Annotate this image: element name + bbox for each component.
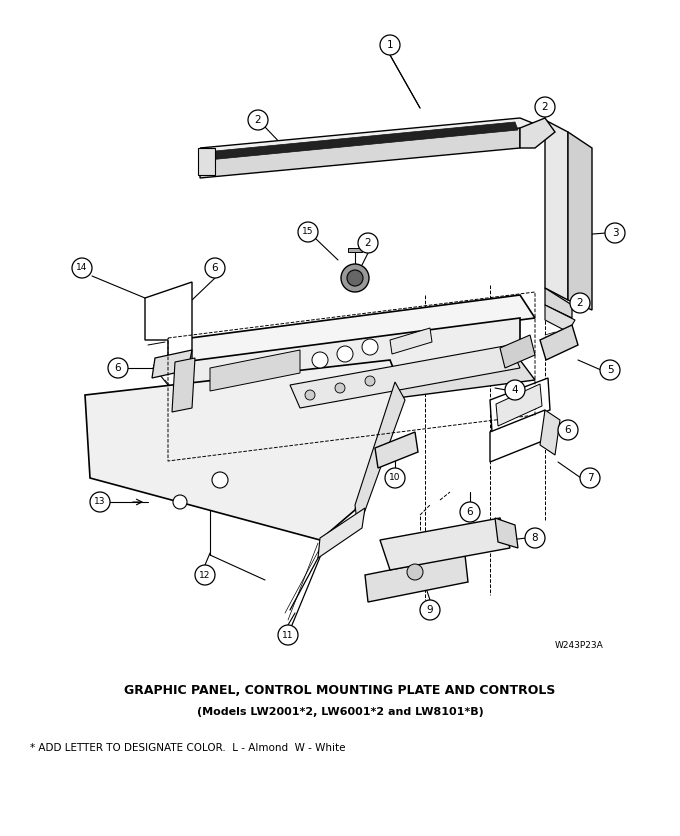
Polygon shape xyxy=(145,282,192,360)
Text: 2: 2 xyxy=(577,298,583,308)
Circle shape xyxy=(380,35,400,55)
Circle shape xyxy=(278,625,298,645)
Text: 12: 12 xyxy=(199,570,211,579)
Text: 3: 3 xyxy=(612,228,618,238)
Polygon shape xyxy=(520,118,555,148)
Text: 10: 10 xyxy=(389,473,401,482)
Polygon shape xyxy=(545,288,572,318)
Text: 6: 6 xyxy=(115,363,121,373)
Circle shape xyxy=(337,346,353,362)
Polygon shape xyxy=(375,432,418,468)
Circle shape xyxy=(305,390,315,400)
Polygon shape xyxy=(175,295,535,363)
Polygon shape xyxy=(540,410,560,455)
Text: 1: 1 xyxy=(387,40,393,50)
Text: 2: 2 xyxy=(542,102,548,112)
Text: 15: 15 xyxy=(302,227,313,237)
Circle shape xyxy=(72,258,92,278)
Text: GRAPHIC PANEL, CONTROL MOUNTING PLATE AND CONTROLS: GRAPHIC PANEL, CONTROL MOUNTING PLATE AN… xyxy=(124,684,556,696)
Text: 6: 6 xyxy=(564,425,571,435)
Polygon shape xyxy=(348,248,362,252)
Polygon shape xyxy=(205,122,518,160)
Polygon shape xyxy=(318,508,365,558)
Text: 6: 6 xyxy=(211,263,218,273)
Polygon shape xyxy=(200,118,545,158)
Circle shape xyxy=(558,420,578,440)
Circle shape xyxy=(362,339,378,355)
Text: 2: 2 xyxy=(255,115,261,125)
Text: 5: 5 xyxy=(607,365,613,375)
Circle shape xyxy=(195,565,215,585)
Polygon shape xyxy=(175,318,520,405)
Polygon shape xyxy=(496,384,542,426)
Circle shape xyxy=(312,352,328,368)
Circle shape xyxy=(385,468,405,488)
Circle shape xyxy=(173,495,187,509)
Text: 8: 8 xyxy=(532,533,539,543)
Polygon shape xyxy=(545,120,568,300)
Polygon shape xyxy=(200,128,520,178)
Circle shape xyxy=(525,528,545,548)
Circle shape xyxy=(505,380,525,400)
Polygon shape xyxy=(355,382,405,530)
Text: W243P23A: W243P23A xyxy=(555,640,604,650)
Circle shape xyxy=(460,502,480,522)
Text: * ADD LETTER TO DESIGNATE COLOR.  L - Almond  W - White: * ADD LETTER TO DESIGNATE COLOR. L - Alm… xyxy=(30,743,345,753)
Polygon shape xyxy=(175,360,535,425)
Polygon shape xyxy=(540,325,578,360)
Text: 7: 7 xyxy=(587,473,594,483)
Circle shape xyxy=(248,110,268,130)
Text: 4: 4 xyxy=(511,385,518,395)
Polygon shape xyxy=(85,360,400,540)
Text: 14: 14 xyxy=(76,263,88,273)
Polygon shape xyxy=(198,148,215,175)
Polygon shape xyxy=(290,345,520,408)
Circle shape xyxy=(347,270,363,286)
Circle shape xyxy=(605,223,625,243)
Text: (Models LW2001*2, LW6001*2 and LW8101*B): (Models LW2001*2, LW6001*2 and LW8101*B) xyxy=(197,707,483,717)
Polygon shape xyxy=(210,350,300,391)
Text: 2: 2 xyxy=(364,238,371,248)
Polygon shape xyxy=(490,378,550,432)
Text: 9: 9 xyxy=(426,605,433,615)
Polygon shape xyxy=(495,518,518,548)
Polygon shape xyxy=(380,518,510,570)
Circle shape xyxy=(298,222,318,242)
Polygon shape xyxy=(490,410,545,462)
Circle shape xyxy=(535,97,555,117)
Circle shape xyxy=(108,358,128,378)
Polygon shape xyxy=(568,132,592,310)
Polygon shape xyxy=(172,358,195,412)
Polygon shape xyxy=(390,328,432,354)
Circle shape xyxy=(600,360,620,380)
Circle shape xyxy=(358,233,378,253)
Polygon shape xyxy=(545,305,575,332)
Circle shape xyxy=(407,564,423,580)
Polygon shape xyxy=(152,350,192,378)
Circle shape xyxy=(212,472,228,488)
Circle shape xyxy=(335,383,345,393)
Circle shape xyxy=(90,492,110,512)
Circle shape xyxy=(205,258,225,278)
Polygon shape xyxy=(365,555,468,602)
Circle shape xyxy=(580,468,600,488)
Text: 13: 13 xyxy=(95,497,106,507)
Text: 11: 11 xyxy=(282,630,294,640)
Circle shape xyxy=(420,600,440,620)
Circle shape xyxy=(341,264,369,292)
Text: 6: 6 xyxy=(466,507,473,517)
Circle shape xyxy=(365,376,375,386)
Polygon shape xyxy=(500,335,535,368)
Circle shape xyxy=(570,293,590,313)
